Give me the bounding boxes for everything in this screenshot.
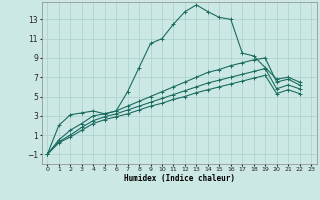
X-axis label: Humidex (Indice chaleur): Humidex (Indice chaleur) xyxy=(124,174,235,183)
